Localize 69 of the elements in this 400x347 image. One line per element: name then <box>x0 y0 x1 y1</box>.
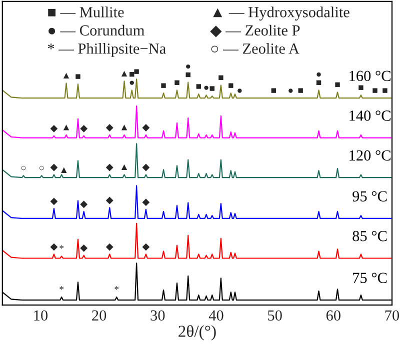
annotation: ■ <box>161 83 166 88</box>
annotation: ■ <box>271 88 276 93</box>
annotation: ■ <box>316 80 322 86</box>
annotation: ◆ <box>80 124 88 132</box>
series-label: 120 °C <box>350 150 390 161</box>
x-tick-label: 60 <box>326 310 340 321</box>
annotation: ◆ <box>142 124 150 132</box>
text: ■ — Mullite <box>48 6 124 18</box>
annotation: ○ <box>40 166 44 170</box>
annotation: ■ <box>196 84 202 89</box>
annotation: ◆ <box>80 244 88 252</box>
annotation: ■ <box>76 74 80 79</box>
x-tick-label: 70 <box>385 310 400 321</box>
annotation: ■ <box>218 75 224 80</box>
x-tick-label: 10 <box>34 310 48 321</box>
x-tick-label: 20 <box>92 310 106 321</box>
annotation: ▲ <box>63 124 70 130</box>
annotation: ■ <box>372 88 378 93</box>
annotation: ● <box>130 80 134 85</box>
annotation: ● <box>186 64 190 69</box>
text: ▲ — Hydroxysodalite <box>213 6 350 20</box>
annotation: ◆ <box>142 243 150 251</box>
annotation: ■ <box>382 88 388 93</box>
annotation: ◆ <box>142 164 150 172</box>
text: ◆ — Zeolite P <box>210 24 300 38</box>
annotation: ◆ <box>50 124 58 132</box>
annotation: ■ <box>130 72 134 77</box>
text: ● — Corundum <box>48 24 144 36</box>
annotation: ▲ <box>121 70 128 77</box>
annotation: * <box>60 245 64 249</box>
series-label: 160 °C <box>350 70 390 82</box>
series-label: 75 °C <box>353 272 387 284</box>
x-tick-label: 40 <box>208 310 224 321</box>
x-tick-label: 50 <box>268 310 282 321</box>
annotation: ■ <box>186 72 190 78</box>
annotation: ▲ <box>121 124 128 130</box>
annotation: ▲ <box>61 167 67 173</box>
text: ○ — Zeolite A <box>211 43 300 54</box>
x-tick-label: 30 <box>150 310 165 321</box>
annotation: ◆ <box>106 164 114 172</box>
annotation: ■ <box>134 69 139 74</box>
annotation: ● <box>316 72 321 77</box>
annotation: ■ <box>298 88 303 93</box>
series-label: 95 °C <box>352 191 387 202</box>
text: * — Phillipsite−Na <box>48 43 166 57</box>
series-label: 85 °C <box>352 230 387 242</box>
series-label: 140 °C <box>350 110 390 121</box>
annotation: ■ <box>174 80 180 86</box>
annotation: ● <box>288 88 293 93</box>
annotation: ■ <box>228 83 234 88</box>
annotation: ◆ <box>50 164 58 172</box>
annotation: ○ <box>21 166 26 170</box>
annotation: ◆ <box>80 200 88 208</box>
annotation: ● <box>204 86 208 90</box>
annotation: ◆ <box>106 124 114 132</box>
annotation: ■ <box>210 86 214 91</box>
annotation: ◆ <box>106 196 114 204</box>
annotation: ■ <box>358 85 364 90</box>
annotation: ■ <box>335 82 340 88</box>
annotation: ◆ <box>50 243 58 251</box>
x-axis-title: 2θ/(°) <box>178 325 216 340</box>
annotation: ◆ <box>106 243 114 251</box>
annotation: ◆ <box>50 198 58 206</box>
annotation: * <box>114 286 119 290</box>
annotation: ▲ <box>63 72 70 79</box>
annotation: ◆ <box>142 198 150 206</box>
annotation: ● <box>238 88 242 93</box>
annotation: ▲ <box>121 164 128 170</box>
annotation: * <box>60 286 64 290</box>
